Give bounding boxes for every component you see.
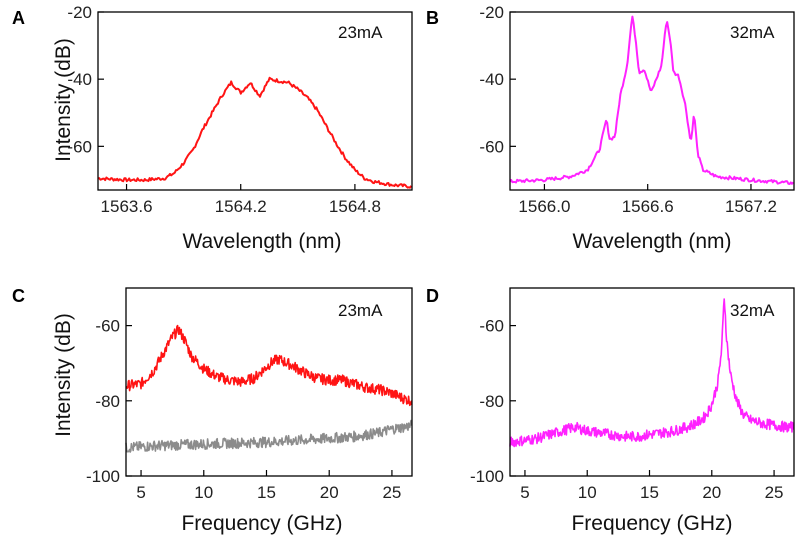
panel-c-ylabel: Intensity (dB) bbox=[52, 313, 75, 437]
panel-d-xlabel: Frequency (GHz) bbox=[571, 512, 732, 535]
panel-c: C 23mA Frequency (GHz) Intensity (dB) 5 1… bbox=[12, 286, 413, 535]
panel-a-annotation: 23mA bbox=[338, 23, 383, 42]
panel-b-series-main-line bbox=[509, 15, 794, 185]
panel-c-y-tick-label: -100 bbox=[86, 467, 120, 486]
panel-b-x-tick-label: 1567.2 bbox=[725, 197, 777, 216]
panel-d-x-tick-label: 10 bbox=[578, 483, 597, 502]
panel-d-y-tick-label: -60 bbox=[479, 317, 504, 336]
panel-d-annotation: 32mA bbox=[730, 301, 775, 320]
panel-c-x-tick-label: 25 bbox=[382, 483, 401, 502]
panel-a-y-tick-label: -40 bbox=[67, 70, 92, 89]
panel-d-y-tick-label: -80 bbox=[479, 392, 504, 411]
panel-c-series-noise-floor-line bbox=[125, 419, 413, 453]
panel-b-y-tick-label: -40 bbox=[479, 70, 504, 89]
panel-b-annotation: 32mA bbox=[730, 23, 775, 42]
panel-c-letter: C bbox=[12, 286, 25, 306]
panel-b-letter: B bbox=[426, 8, 439, 28]
panel-c-x-tick-label: 15 bbox=[257, 483, 276, 502]
panel-d-letter: D bbox=[426, 286, 439, 306]
panel-c-xlabel: Frequency (GHz) bbox=[181, 512, 342, 535]
panel-d-series-main-line bbox=[509, 298, 795, 448]
panel-d-x-tick-label: 25 bbox=[765, 483, 784, 502]
panel-a-plot-frame bbox=[97, 11, 413, 191]
panel-b-x-tick-label: 1566.0 bbox=[518, 197, 570, 216]
panel-d-plot-frame bbox=[509, 287, 795, 477]
panel-c-y-tick-label: -80 bbox=[95, 392, 120, 411]
panel-c-x-tick-label: 10 bbox=[194, 483, 213, 502]
panel-b-xlabel: Wavelength (nm) bbox=[572, 230, 731, 253]
panel-c-x-tick-label: 5 bbox=[136, 483, 145, 502]
panel-a-x-tick-label: 1563.6 bbox=[101, 197, 153, 216]
panel-b-x-tick-label: 1566.6 bbox=[622, 197, 674, 216]
panel-a-x-tick-label: 1564.8 bbox=[329, 197, 381, 216]
panel-a-letter: A bbox=[12, 8, 25, 28]
panel-a-y-tick-label: -60 bbox=[67, 137, 92, 156]
panel-a-y-tick-label: -20 bbox=[67, 3, 92, 22]
panel-a-series-main-line bbox=[97, 76, 413, 189]
panel-c-y-tick-label: -60 bbox=[95, 317, 120, 336]
panel-b: B 32mA Wavelength (nm) 1566.0 1566.6 1567.… bbox=[426, 3, 795, 253]
panel-a-x-tick-label: 1564.2 bbox=[215, 197, 267, 216]
panel-d: D 32mA Frequency (GHz) 5 10 15 20 25 -60 -80 -1… bbox=[426, 286, 795, 535]
panel-b-plot-frame bbox=[509, 11, 795, 191]
panel-c-annotation: 23mA bbox=[338, 301, 383, 320]
panel-c-plot-frame bbox=[125, 287, 413, 477]
panel-b-y-tick-label: -60 bbox=[479, 137, 504, 156]
panel-d-x-tick-label: 20 bbox=[702, 483, 721, 502]
panel-a: A 23mA Wavelength (nm) Intensity (dB) 15… bbox=[12, 3, 413, 253]
panel-a-xlabel: Wavelength (nm) bbox=[182, 230, 341, 253]
panel-a-ylabel: Intensity (dB) bbox=[52, 38, 75, 162]
panel-b-y-tick-label: -20 bbox=[479, 3, 504, 22]
panel-d-x-tick-label: 5 bbox=[520, 483, 529, 502]
panel-d-x-tick-label: 15 bbox=[640, 483, 659, 502]
panel-d-y-tick-label: -100 bbox=[470, 467, 504, 486]
panel-c-x-tick-label: 20 bbox=[320, 483, 339, 502]
panel-c-series-main-line bbox=[125, 324, 413, 407]
